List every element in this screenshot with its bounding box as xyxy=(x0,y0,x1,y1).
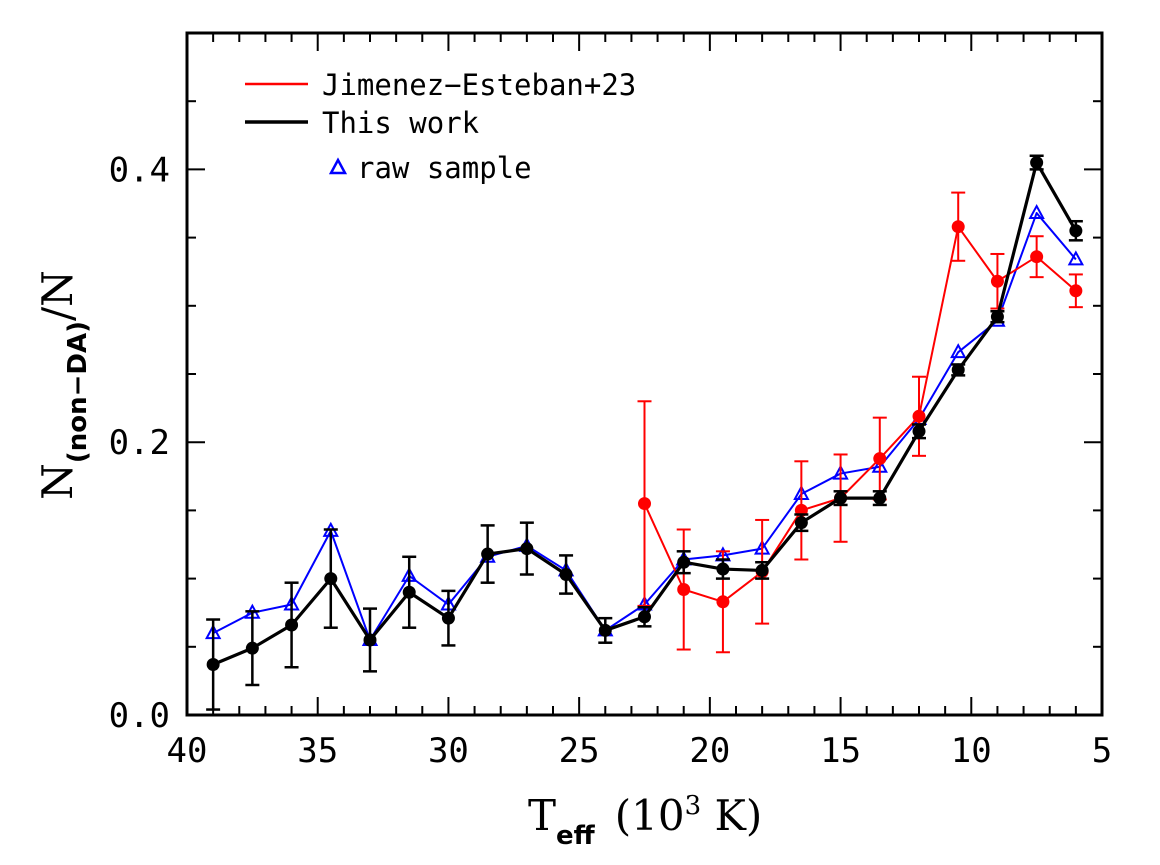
legend-marker-raw xyxy=(328,157,348,175)
data-point-jimenez xyxy=(677,583,691,597)
x-axis-title: Teff (103 K) xyxy=(528,791,762,851)
data-point-this-work xyxy=(363,633,377,647)
data-point-this-work xyxy=(285,618,299,632)
legend-label-jimenez: Jimenez−Esteban+23 xyxy=(322,68,636,102)
y-axis-title-main: N xyxy=(33,463,82,500)
axis-ticks xyxy=(186,32,1103,716)
data-point-this-work xyxy=(873,491,887,505)
x-axis-title-main: T xyxy=(528,791,556,840)
x-axis-title-subscript: eff xyxy=(556,821,596,851)
data-point-jimenez xyxy=(716,595,730,609)
data-point-jimenez xyxy=(1030,250,1044,264)
y-axis-title-suffix: /N xyxy=(33,270,82,321)
data-point-this-work xyxy=(441,611,455,625)
y-tick-label: 0.2 xyxy=(109,423,170,463)
data-point-this-work xyxy=(481,547,495,561)
x-tick-label: 35 xyxy=(297,731,338,771)
y-tick-label: 0.4 xyxy=(109,150,170,190)
legend: Jimenez−Esteban+23 This work raw sample xyxy=(245,68,636,185)
data-point-this-work xyxy=(990,310,1004,324)
data-point-jimenez xyxy=(1069,284,1083,298)
data-point-this-work xyxy=(755,563,769,577)
data-point-this-work xyxy=(206,658,220,672)
x-tick-label: 5 xyxy=(1092,731,1112,771)
x-tick-labels: 40 35 30 25 20 15 10 5 xyxy=(167,731,1113,771)
series-layer xyxy=(204,154,1085,711)
data-point-this-work xyxy=(677,555,691,569)
series-line-jimenez xyxy=(643,225,1077,603)
data-point-raw xyxy=(1028,203,1045,220)
data-point-this-work xyxy=(716,562,730,576)
x-tick-label: 25 xyxy=(559,731,600,771)
data-point-this-work xyxy=(638,610,651,624)
data-point-jimenez xyxy=(990,274,1004,288)
data-point-this-work xyxy=(598,623,612,637)
data-point-this-work xyxy=(402,585,416,599)
x-tick-label: 10 xyxy=(951,731,992,771)
data-point-this-work xyxy=(245,641,259,655)
legend-label-this-work: This work xyxy=(322,106,480,140)
data-point-this-work xyxy=(794,516,808,530)
x-tick-label: 15 xyxy=(820,731,861,771)
data-point-this-work xyxy=(520,542,534,556)
data-point-jimenez xyxy=(638,497,651,511)
data-point-this-work xyxy=(559,568,573,582)
data-point-this-work xyxy=(1030,156,1044,170)
data-point-jimenez xyxy=(912,409,926,423)
series-jimenez xyxy=(637,191,1083,654)
data-point-this-work xyxy=(834,491,848,505)
y-axis-title: N(non−DA)/N xyxy=(33,270,93,500)
series-this-work xyxy=(206,154,1083,711)
data-point-raw xyxy=(950,343,967,359)
x-tick-label: 30 xyxy=(428,731,469,771)
data-point-jimenez xyxy=(951,220,965,234)
y-tick-labels: 0.0 0.2 0.4 xyxy=(109,150,170,736)
x-axis-title-units-exp: 3 xyxy=(685,791,702,821)
data-point-raw xyxy=(1067,250,1085,266)
legend-label-raw: raw sample xyxy=(357,151,532,185)
data-point-this-work xyxy=(951,363,965,377)
x-axis-title-units: (10 xyxy=(615,791,685,840)
data-point-this-work xyxy=(1069,224,1083,238)
x-tick-label: 20 xyxy=(689,731,730,771)
data-point-this-work xyxy=(912,424,926,438)
y-axis-title-subscript: (non−DA) xyxy=(63,321,93,463)
x-tick-label: 40 xyxy=(167,731,208,771)
x-axis-title-units-end: K) xyxy=(701,791,762,840)
data-point-this-work xyxy=(324,572,338,586)
data-point-jimenez xyxy=(873,452,887,466)
y-tick-label: 0.0 xyxy=(109,696,170,736)
